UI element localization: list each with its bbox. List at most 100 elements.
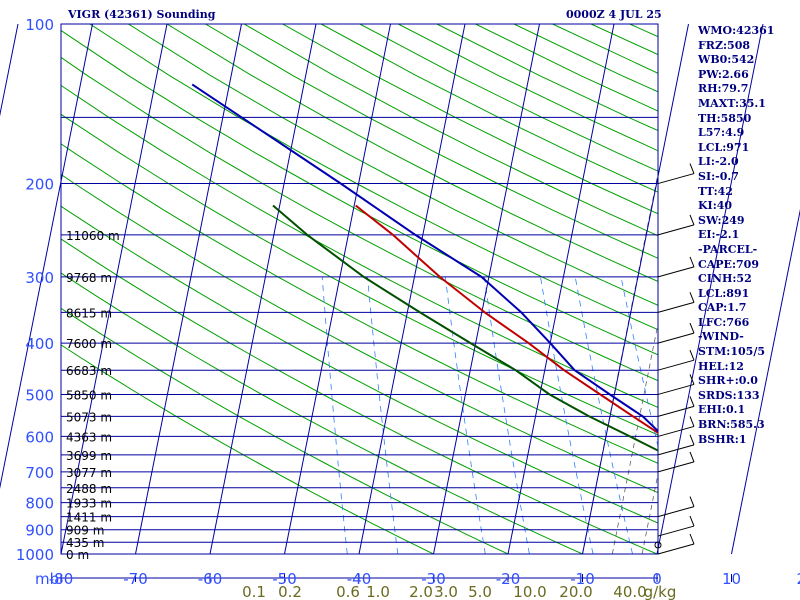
wind-barb	[657, 525, 695, 537]
dry-adiabat-line	[61, 143, 658, 464]
sounding-index: PW:2.66	[698, 67, 749, 81]
sounding-index: EHI:0.1	[698, 403, 746, 417]
mixing-ratio-line	[574, 276, 633, 554]
wind-barb	[657, 301, 695, 313]
wind-barb	[657, 506, 695, 518]
height-label: 7600 m	[66, 337, 112, 351]
wind-barb	[657, 332, 695, 344]
mixing-ratio-label: 1.0	[366, 583, 390, 600]
sounding-timestamp: 0000Z 4 JUL 25	[566, 8, 662, 21]
height-label: 3699 m	[66, 449, 112, 463]
mixing-ratio-label: 40.0	[613, 583, 646, 600]
sounding-index: BRN:585.3	[698, 418, 765, 432]
sounding-index: CAP:1.7	[698, 301, 747, 315]
sounding-index: HEL:12	[698, 359, 744, 373]
height-label: 0 m	[66, 548, 89, 562]
height-label: 909 m	[66, 524, 104, 538]
temperature-tick-label: 0	[652, 570, 662, 588]
temperature-tick-label: -20	[496, 570, 521, 588]
sounding-index: STM:105/5	[698, 345, 765, 359]
pressure-tick-label: 200	[25, 176, 54, 194]
temperature-tick-label: -60	[198, 570, 223, 588]
height-label: 8615 m	[66, 306, 112, 320]
wind-barb	[657, 444, 695, 456]
mixing-ratio-line	[367, 276, 399, 554]
sounding-index: -WIND-	[698, 330, 744, 344]
dry-adiabat-line	[61, 113, 658, 436]
sounding-index: RH:79.7	[698, 82, 749, 96]
temperature-tick-label: -30	[421, 570, 446, 588]
sounding-index: LI:-2.0	[698, 155, 739, 169]
isotherm-line	[358, 23, 466, 555]
temperature-tick-label: -70	[123, 570, 148, 588]
height-label: 1411 m	[66, 511, 112, 525]
wind-barb-flag	[689, 451, 695, 463]
sounding-index: WMO:42361	[698, 24, 775, 37]
dry-adiabat-line	[89, 24, 658, 331]
wind-barb	[657, 461, 695, 473]
moist-adiabat-line	[611, 321, 658, 554]
sounding-index: WB0:542	[698, 53, 755, 67]
mixing-ratio-label: 2.0	[409, 583, 433, 600]
sounding-index: LFC:766	[698, 315, 750, 329]
pressure-tick-label: 400	[25, 335, 54, 353]
wind-barb-flag	[689, 416, 695, 427]
height-label: 11060 m	[66, 229, 120, 243]
sounding-indices-panel: WMO:42361 FRZ:508 WB0:542 PW:2.66 RH:79.7 MAX…	[698, 24, 800, 447]
height-label: 9768 m	[66, 271, 112, 285]
wind-barb	[657, 543, 695, 555]
wind-barb-flag	[689, 496, 695, 507]
height-label: 3077 m	[66, 466, 112, 480]
sounding-index: LCL:971	[698, 140, 750, 154]
wind-barbs	[654, 163, 695, 555]
pressure-tick-label: 600	[25, 428, 54, 446]
mixing-ratio-label: 3.0	[434, 583, 458, 600]
wind-barb-flag	[689, 292, 695, 303]
sounding-index: TT:42	[698, 184, 733, 198]
sounding-index: SRDS:133	[698, 388, 760, 402]
wind-barb-flag	[689, 396, 695, 407]
isotherm-line	[656, 23, 764, 555]
mixing-ratio-line	[321, 276, 348, 554]
isotherm-line	[433, 23, 540, 555]
temperature-tick-label: 10	[722, 570, 741, 588]
dewpoint-trace	[272, 204, 658, 452]
pressure-tick-label: 800	[25, 495, 54, 513]
wind-barb	[657, 173, 695, 185]
sounding-index: SI:-0.7	[698, 169, 739, 183]
height-label: 4363 m	[66, 430, 112, 444]
mixing-ratio-label: 0.6	[336, 583, 360, 600]
isotherm-line	[0, 23, 93, 490]
pressure-tick-label: 100	[25, 16, 54, 34]
sounding-index: -PARCEL-	[698, 242, 758, 256]
mixing-ratio-label: 0.2	[278, 583, 302, 600]
plot-frame	[60, 23, 659, 555]
height-label: 6683 m	[66, 364, 112, 378]
wind-barb	[657, 405, 695, 417]
sounding-index: TH:5850	[698, 111, 752, 125]
pressure-tick-label: 900	[25, 522, 54, 540]
chart-title: VIGR (42361) Sounding	[68, 8, 216, 21]
wind-barb-flag	[689, 350, 695, 361]
isotherm-line	[284, 23, 391, 555]
wind-barb-flag	[689, 374, 695, 385]
mixing-ratio-label: 5.0	[468, 583, 492, 600]
temperature-tick-label: 20	[796, 570, 800, 588]
wind-barb	[657, 266, 695, 278]
wind-barb-flag	[689, 214, 695, 226]
sounding-index: LCL:891	[698, 286, 750, 300]
sounding-index: L57:4.9	[698, 126, 745, 140]
isotherm-line	[135, 23, 242, 555]
wind-barb-flag	[689, 163, 695, 174]
mixing-ratio-label: 10.0	[513, 583, 546, 600]
temperature-trace	[355, 204, 658, 435]
sounding-index: BSHR:1	[698, 432, 747, 446]
isotherm-line	[582, 23, 689, 555]
sounding-traces	[191, 83, 658, 452]
grid-lines	[0, 23, 800, 582]
mixing-ratio-label: g/kg	[644, 583, 677, 600]
calm-wind-marker	[654, 541, 662, 549]
pressure-tick-label: 300	[25, 269, 54, 287]
wind-barb	[657, 359, 695, 371]
